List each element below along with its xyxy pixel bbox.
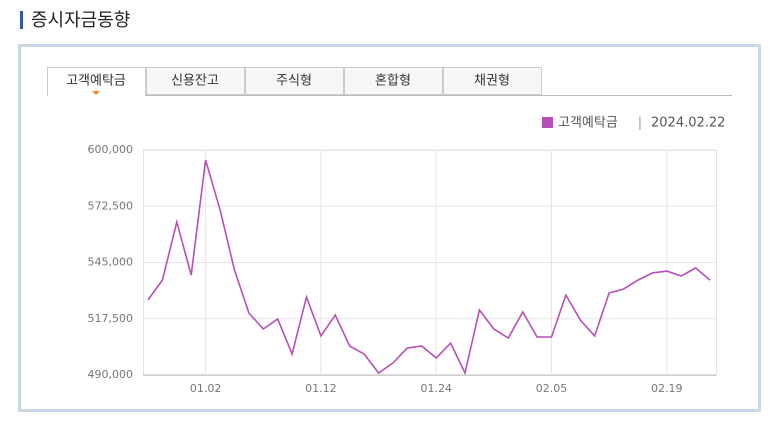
tab-label[interactable]: 혼합형 xyxy=(375,74,411,89)
y-tick-label: 490,000 xyxy=(88,368,134,381)
x-tick-label: 02.19 xyxy=(651,382,683,395)
y-tick-label: 545,000 xyxy=(88,256,134,269)
tab-label[interactable]: 신용잔고 xyxy=(171,74,219,89)
tab-caret xyxy=(92,91,100,95)
tab-label[interactable]: 고객예탁금 xyxy=(66,74,126,89)
y-tick-label: 600,000 xyxy=(88,143,134,156)
tab[interactable] xyxy=(146,67,245,95)
tab-label[interactable]: 채권형 xyxy=(474,74,510,89)
y-tick-label: 572,500 xyxy=(88,199,134,212)
y-tick-label: 517,500 xyxy=(88,312,134,325)
tab[interactable] xyxy=(245,67,344,95)
legend-swatch xyxy=(542,117,553,128)
line xyxy=(147,159,711,376)
x-tick-label: 01.02 xyxy=(190,382,222,395)
tab-label[interactable]: 주식형 xyxy=(276,74,312,89)
legend-date: 2024.02.22 xyxy=(651,116,725,131)
x-tick-label: 01.12 xyxy=(305,382,337,395)
legend-label: 고객예탁금 xyxy=(558,116,618,131)
panel xyxy=(18,44,761,412)
title-marker xyxy=(20,11,23,29)
tab[interactable] xyxy=(344,67,443,95)
page-title: 증시자금동향 xyxy=(31,10,130,31)
x-tick-label: 01.24 xyxy=(420,382,452,395)
legend-separator: | xyxy=(638,116,642,131)
x-tick-label: 02.05 xyxy=(536,382,568,395)
tab[interactable] xyxy=(443,67,542,95)
